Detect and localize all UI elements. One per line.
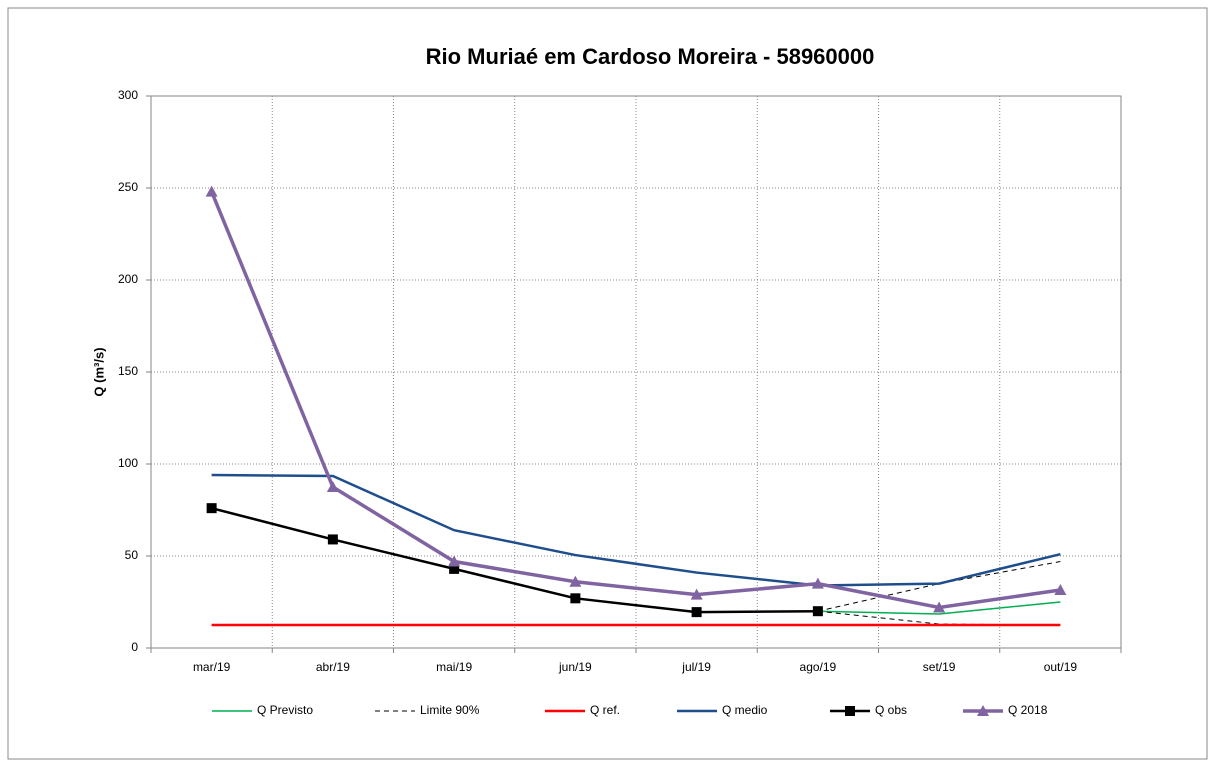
x-tick-label: abr/19	[316, 660, 350, 674]
y-tick-label: 250	[118, 180, 138, 194]
series-line	[210, 191, 1061, 610]
marker	[811, 577, 824, 589]
y-axis-label: Q (m³/s)	[91, 347, 106, 396]
legend-label: Q medio	[722, 703, 768, 717]
legend-label: Limite 90%	[420, 703, 480, 717]
marker	[812, 606, 823, 617]
y-tick-label: 200	[118, 272, 138, 286]
marker	[569, 575, 582, 587]
series-line	[211, 506, 818, 614]
legend-label: Q obs	[875, 703, 907, 717]
series-line	[817, 601, 1061, 615]
legend-marker	[977, 705, 989, 716]
x-tick-label: ago/19	[800, 660, 837, 674]
marker	[933, 601, 946, 613]
legend-label: Q 2018	[1008, 703, 1048, 717]
x-tick-label: set/19	[923, 660, 956, 674]
series-line	[211, 473, 1061, 587]
legend-marker	[845, 706, 855, 716]
y-tick-label: 150	[118, 364, 138, 378]
x-tick-label: mar/19	[193, 660, 231, 674]
marker	[1054, 584, 1067, 596]
x-tick-label: out/19	[1044, 660, 1078, 674]
x-tick-label: jun/19	[558, 660, 592, 674]
y-tick-label: 100	[118, 456, 138, 470]
chart-title: Rio Muriaé em Cardoso Moreira - 58960000	[426, 44, 875, 69]
marker	[570, 593, 581, 604]
marker	[691, 607, 702, 618]
x-tick-label: mai/19	[436, 660, 472, 674]
marker	[448, 555, 461, 567]
legend-label: Q Previsto	[257, 703, 313, 717]
marker	[449, 563, 460, 574]
marker	[690, 588, 703, 600]
y-tick-label: 50	[125, 548, 139, 562]
marker	[206, 503, 217, 514]
legend-label: Q ref.	[590, 703, 620, 717]
y-tick-label: 300	[118, 88, 138, 102]
marker	[327, 534, 338, 545]
y-tick-label: 0	[131, 640, 138, 654]
x-tick-label: jul/19	[681, 660, 711, 674]
plot-border	[150, 95, 1122, 649]
marker	[326, 481, 339, 492]
marker	[205, 185, 218, 197]
chart-frame	[7, 7, 1208, 760]
